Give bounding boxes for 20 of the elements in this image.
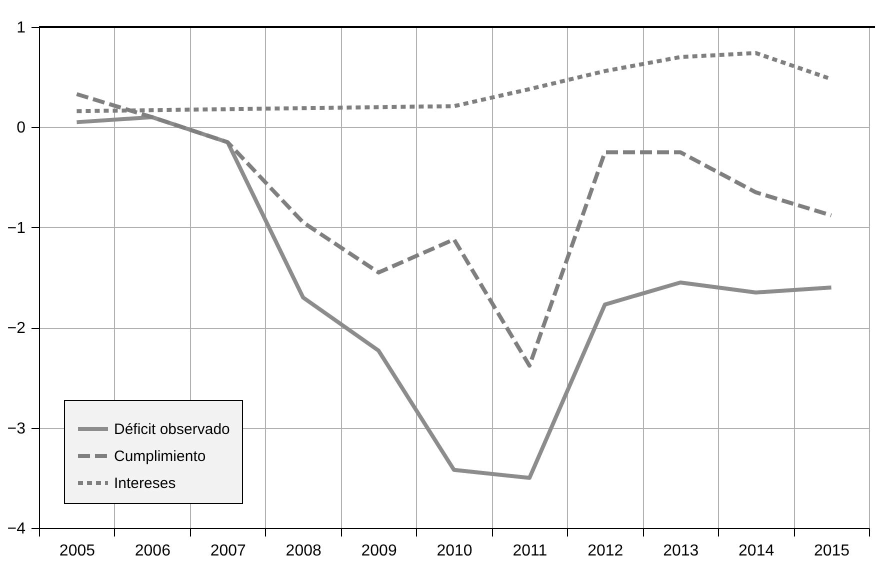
x-tick-label: 2009 xyxy=(361,542,397,560)
x-tick-label: 2014 xyxy=(738,542,774,560)
y-tick-label: 1 xyxy=(16,20,26,36)
x-tick-label: 2013 xyxy=(663,542,699,560)
x-tick-label: 2015 xyxy=(814,542,850,560)
x-tick-label: 2008 xyxy=(286,542,322,560)
y-tick-label: 0 xyxy=(16,120,26,137)
x-tick-label: 2011 xyxy=(512,542,548,560)
x-tick-label: 2010 xyxy=(436,542,472,560)
y-tick-label: −1 xyxy=(7,220,26,237)
legend-label: Déficit observado xyxy=(114,421,230,438)
x-tick-label: 2012 xyxy=(588,542,624,560)
x-tick-label: 2006 xyxy=(134,542,171,560)
x-tick-label: 2007 xyxy=(210,542,246,560)
y-tick-label: −2 xyxy=(7,320,26,338)
legend-label: Cumplimiento xyxy=(114,448,206,465)
x-tick-label: 2005 xyxy=(59,542,96,560)
y-tick-label: −3 xyxy=(7,420,26,438)
y-tick-label: −4 xyxy=(7,520,26,538)
legend-label: Intereses xyxy=(114,475,176,492)
